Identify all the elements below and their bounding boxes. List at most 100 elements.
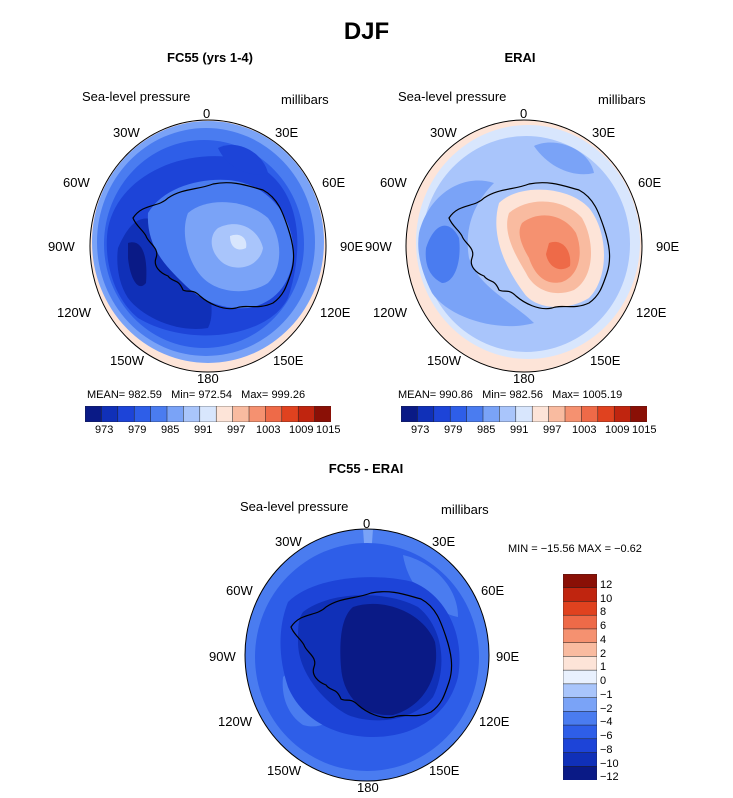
map-fill-plateau-peak — [546, 241, 571, 270]
lon-label: 90E — [496, 649, 520, 664]
stat-mean-label: MEAN= — [87, 389, 126, 401]
map-fill-trough — [418, 180, 534, 327]
colorbar-tick: 1 — [600, 661, 607, 673]
lon-label: 90W — [48, 239, 75, 254]
lon-label: 120W — [373, 305, 407, 320]
stat-min-label: Min= — [171, 389, 196, 401]
colorbar-tick: 12 — [600, 579, 613, 591]
lon-label: 30E — [432, 534, 456, 549]
colorbar-swatch — [499, 406, 517, 422]
colorbar-swatch — [564, 406, 582, 422]
coastline — [132, 182, 295, 310]
lon-label: 180 — [197, 371, 219, 386]
colorbar-swatch — [563, 683, 597, 699]
field-label-fc55: Sea-level pressure — [82, 89, 191, 104]
colorbar-tick: 973 — [411, 424, 430, 436]
lon-label: 120W — [57, 305, 91, 320]
lon-label: 60E — [638, 175, 662, 190]
colorbar-tick: 1009 — [289, 424, 314, 436]
colorbar-swatch — [563, 614, 597, 630]
map-fill-min — [128, 242, 147, 287]
lon-label: 120E — [479, 714, 510, 729]
colorbar-swatch — [630, 406, 647, 422]
colorbar-swatch — [117, 406, 135, 422]
colorbar-tick: 6 — [600, 620, 607, 632]
colorbar-tick: 979 — [444, 424, 463, 436]
colorbar-swatch — [563, 711, 597, 726]
lon-label: 180 — [357, 780, 379, 795]
colorbar-tick: 991 — [510, 424, 529, 436]
colorbar-tick: 1003 — [572, 424, 597, 436]
lon-label: 120E — [320, 305, 351, 320]
lon-label: 120E — [636, 305, 667, 320]
colorbar-swatch — [548, 406, 566, 422]
stat-min-value: 982.56 — [509, 389, 543, 401]
units-label-fc55: millibars — [281, 92, 329, 107]
figure-title: DJF — [343, 18, 390, 45]
colorbar-swatch — [563, 642, 597, 657]
colorbar-tick: −4 — [600, 716, 613, 728]
map-fill-min — [340, 603, 437, 716]
lon-label: 150W — [267, 763, 301, 778]
lon-label: 30W — [275, 534, 302, 549]
lon-label: 150E — [273, 353, 304, 368]
map-border — [89, 119, 327, 373]
map-fill-low — [425, 225, 460, 283]
colorbar-swatch — [150, 406, 168, 422]
lon-label: 0 — [520, 106, 528, 121]
field-label-erai: Sea-level pressure — [398, 89, 507, 104]
colorbar-tick: 10 — [600, 593, 613, 605]
colorbar-tick: −10 — [600, 758, 619, 770]
colorbar-swatch — [417, 406, 435, 422]
stats-fc55: MEAN= 982.59 Min= 972.54 Max= 999.26 — [87, 389, 305, 401]
colorbar-swatch — [563, 574, 597, 589]
colorbar-tick: 997 — [543, 424, 562, 436]
lon-label: 150W — [110, 353, 144, 368]
coastline — [290, 591, 453, 719]
stat-mean-value: 990.86 — [439, 389, 473, 401]
colorbar-tick: 2 — [600, 648, 607, 660]
stat-max-label: Max= — [552, 389, 580, 401]
colorbar-tick: 979 — [128, 424, 147, 436]
colorbar-swatch — [166, 406, 184, 422]
colorbar-swatch — [85, 406, 102, 422]
colorbar-tick: −6 — [600, 730, 613, 742]
lon-label: 180 — [513, 371, 535, 386]
map-fill-feature — [534, 142, 594, 175]
stat-max-value: 1005.19 — [582, 389, 623, 401]
stat-mean-value: 982.59 — [128, 389, 162, 401]
lon-label: 150E — [590, 353, 621, 368]
map-fc55 — [89, 119, 327, 373]
field-label-diff: Sea-level pressure — [240, 499, 349, 514]
lon-label: 0 — [363, 516, 371, 531]
lon-label: 90E — [656, 239, 680, 254]
lon-label: 90E — [340, 239, 364, 254]
colorbar-tick: 1015 — [316, 424, 341, 436]
lon-label: 90W — [209, 649, 236, 664]
stat-mean-label: MEAN= — [398, 389, 437, 401]
colorbar-swatch — [613, 406, 632, 422]
lon-label: 30W — [113, 125, 140, 140]
stat-max-label: Max= — [241, 389, 269, 401]
colorbar-swatch — [281, 406, 299, 422]
colorbar-tick: −1 — [600, 689, 613, 701]
lon-label: 30W — [430, 125, 457, 140]
stat-min-label: Min= — [482, 389, 507, 401]
colorbar-swatch — [563, 724, 597, 740]
map-fill-feature — [218, 144, 268, 175]
map-fill-feature — [403, 555, 458, 617]
lon-label: 60W — [380, 175, 407, 190]
stat-min-value: 972.54 — [198, 389, 232, 401]
lon-label: 150E — [429, 763, 460, 778]
lon-label: 60E — [481, 583, 505, 598]
colorbar-diff — [563, 574, 597, 780]
colorbar-swatch — [101, 406, 119, 422]
colorbar-swatch — [482, 406, 500, 422]
units-label-erai: millibars — [598, 92, 646, 107]
map-fill-plateau-peak — [230, 234, 247, 250]
colorbar-swatch — [563, 601, 597, 616]
colorbar-swatch — [199, 406, 217, 422]
colorbar-fc55 — [85, 406, 331, 422]
panel-title-fc55: FC55 (yrs 1-4) — [167, 50, 253, 65]
colorbar-tick: 997 — [227, 424, 246, 436]
